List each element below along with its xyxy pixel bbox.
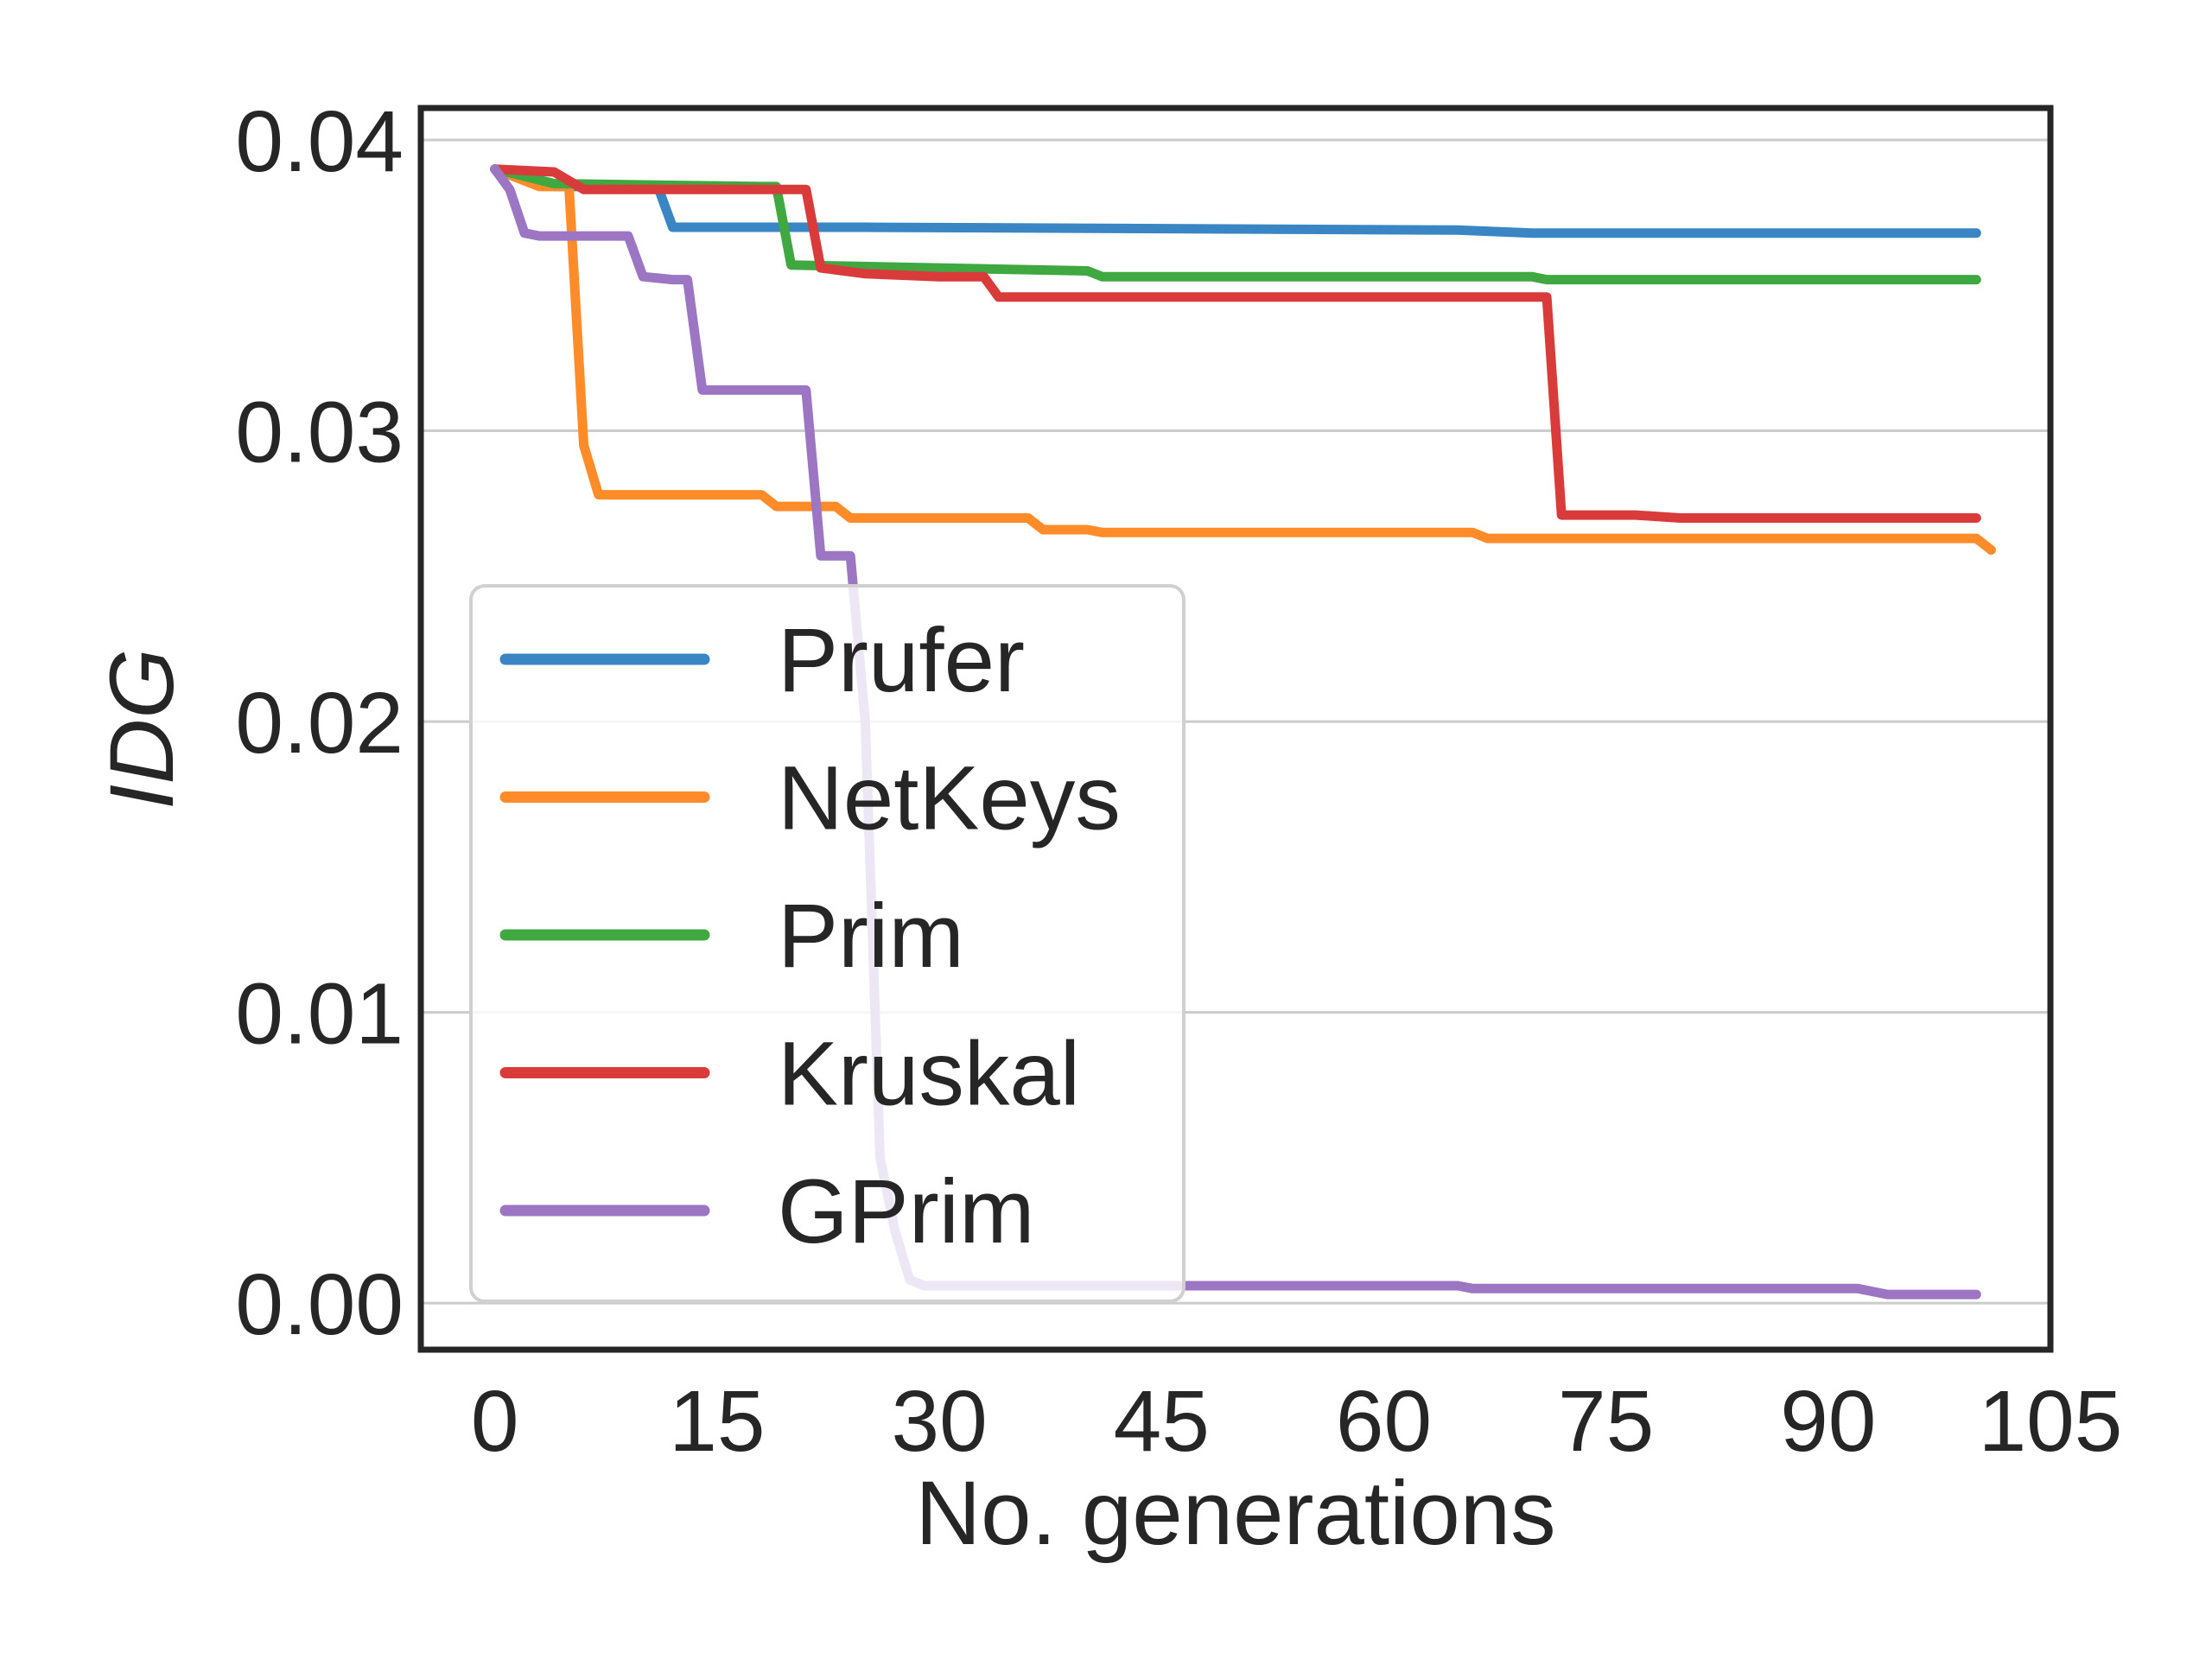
x-tick-label: 75 (1558, 1373, 1654, 1470)
y-tick-label: 0.00 (235, 1256, 404, 1353)
x-tick-label: 45 (1114, 1373, 1210, 1470)
legend-entry-prufer: Prufer (499, 610, 1025, 711)
legend-label: NetKeys (778, 748, 1121, 849)
legend-box (469, 584, 1185, 1303)
y-axis-label: IDG (92, 648, 193, 810)
legend-entry-netkeys: NetKeys (499, 748, 1121, 849)
y-axis-ticks: 0.00 0.01 0.02 0.03 0.04 (235, 93, 404, 1353)
series-line-kruskal (490, 164, 1981, 523)
legend-entry-prim: Prim (499, 886, 964, 987)
x-tick-label: 0 (471, 1373, 519, 1470)
x-axis-ticks: 0 15 30 45 60 75 90 105 (471, 1373, 2123, 1470)
legend-entry-gprim: GPrim (499, 1161, 1034, 1262)
x-tick-label: 90 (1780, 1373, 1876, 1470)
legend-label: GPrim (778, 1161, 1034, 1262)
legend-label: Prim (778, 886, 964, 987)
y-tick-label: 0.01 (235, 966, 404, 1063)
series-lines (490, 164, 1996, 1300)
legend-label: Kruskal (778, 1024, 1080, 1125)
series-line-gprim (490, 164, 1981, 1300)
x-tick-label: 60 (1336, 1373, 1432, 1470)
y-tick-label: 0.04 (235, 93, 404, 190)
legend-entry-kruskal: Kruskal (499, 1024, 1080, 1125)
series-line-netkeys (490, 164, 1996, 555)
plot-frame (417, 105, 2054, 1353)
x-tick-label: 30 (891, 1373, 987, 1470)
x-tick-label: 15 (669, 1373, 765, 1470)
y-tick-label: 0.03 (235, 385, 404, 481)
legend: Prufer NetKeys Prim Kruskal GPrim (469, 584, 1185, 1303)
x-axis-label: No. generations (915, 1463, 1555, 1564)
y-tick-label: 0.02 (235, 675, 404, 772)
legend-label: Prufer (778, 610, 1025, 711)
x-tick-label: 105 (1979, 1373, 2123, 1470)
